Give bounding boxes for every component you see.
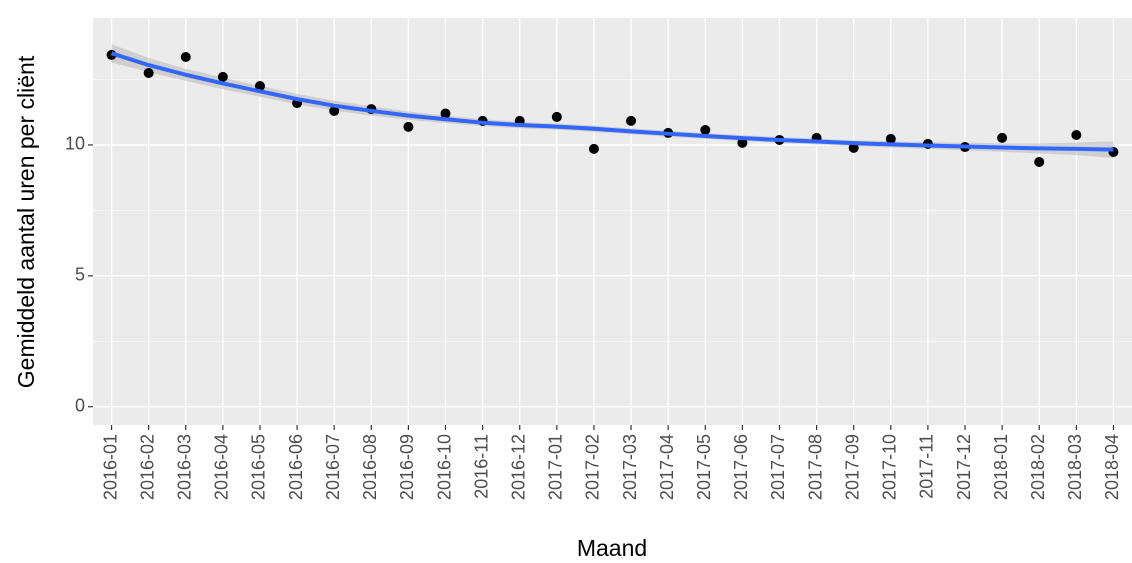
x-tick-label: 2016-05 [249, 434, 269, 500]
x-tick-label: 2016-12 [508, 434, 528, 500]
point [143, 67, 154, 78]
x-tick-label: 2016-01 [100, 434, 120, 500]
x-tick-label: 2016-08 [360, 434, 380, 500]
x-tick-label: 2016-03 [175, 434, 195, 500]
point [588, 143, 599, 154]
x-tick-label: 2017-11 [917, 434, 937, 499]
x-axis-title: Maand [577, 535, 647, 561]
point [848, 142, 859, 153]
grid [93, 18, 1132, 425]
x-tick-label: 2017-10 [880, 434, 900, 500]
x-tick-label: 2018-01 [991, 434, 1011, 500]
marks [106, 44, 1119, 167]
y-tick-label: 0 [75, 395, 85, 415]
y-tick-label: 5 [75, 265, 85, 285]
point [180, 51, 191, 62]
x-tick-label: 2018-03 [1065, 434, 1085, 500]
point [1071, 129, 1082, 140]
x-tick-label: 2017-12 [954, 434, 974, 500]
point [700, 125, 711, 136]
panel [93, 18, 1132, 425]
point [217, 71, 228, 82]
y-axis-title: Gemiddeld aantal uren per cliënt [13, 55, 39, 388]
point [1034, 156, 1045, 167]
x-tick-label: 2017-03 [620, 434, 640, 500]
x-tick-label: 2017-04 [657, 434, 677, 500]
x-tick-label: 2016-07 [323, 434, 343, 500]
point [403, 121, 414, 132]
x-tick-label: 2018-04 [1102, 434, 1122, 500]
point [997, 132, 1008, 143]
x-tick-label: 2017-06 [731, 434, 751, 500]
point [329, 105, 340, 116]
x-tick-label: 2017-08 [805, 434, 825, 500]
x-tick-label: 2016-10 [434, 434, 454, 500]
point [626, 115, 637, 126]
x-tick-label: 2016-02 [137, 434, 157, 500]
x-tick-label: 2016-04 [212, 434, 232, 500]
smooth-line [110, 51, 1114, 152]
point [254, 81, 265, 92]
x-tick-label: 2018-02 [1028, 434, 1048, 500]
x-tick-label: 2017-01 [546, 434, 566, 500]
x-tick-label: 2016-09 [397, 434, 417, 500]
x-tick-label: 2017-07 [768, 434, 788, 500]
y-tick-label: 10 [65, 134, 85, 154]
point [440, 108, 451, 119]
x-tick-label: 2017-09 [842, 434, 862, 500]
x-tick-label: 2017-05 [694, 434, 714, 500]
x-tick-label: 2016-06 [286, 434, 306, 500]
x-tick-label: 2017-02 [583, 434, 603, 500]
x-tick-label: 2016-11 [471, 434, 491, 499]
point [551, 111, 562, 122]
point [885, 133, 896, 144]
point [737, 137, 748, 148]
